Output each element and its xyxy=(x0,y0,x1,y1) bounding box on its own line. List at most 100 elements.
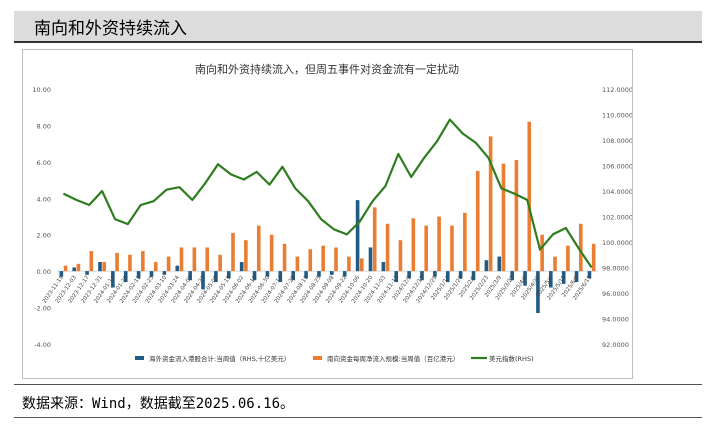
chart-svg: 南向和外资持续流入，但周五事件对资金流有一定扰动 10.00 8.00 6.00 4.… xyxy=(32,62,633,363)
bar xyxy=(566,245,570,272)
bar xyxy=(501,163,506,272)
bar xyxy=(72,267,77,272)
divider xyxy=(14,384,702,385)
bar xyxy=(252,271,257,281)
bar xyxy=(269,234,274,272)
y-tick-label-right: 102.0000 xyxy=(602,214,632,222)
y-tick-label-right: 110.0000 xyxy=(602,112,632,120)
bar xyxy=(394,271,399,283)
bar xyxy=(218,254,222,272)
legend-label: 南向资金每周净流入规模:当周值（百亿港元） xyxy=(327,354,459,363)
bar xyxy=(265,271,270,277)
bar xyxy=(549,271,553,288)
y-tick-label-left: 2.00 xyxy=(37,232,51,240)
bar xyxy=(433,271,437,277)
y-tick-label-left: 6.00 xyxy=(37,159,51,167)
page-title: 南向和外资持续流入 xyxy=(34,19,187,39)
bar xyxy=(330,271,334,275)
bar xyxy=(282,243,287,272)
bar xyxy=(239,262,244,272)
bar xyxy=(98,262,102,272)
y-tick-label-right: 96.0000 xyxy=(602,290,629,298)
bar xyxy=(192,247,197,272)
bar xyxy=(136,271,141,279)
bar xyxy=(76,263,81,272)
bar xyxy=(188,271,192,281)
bar xyxy=(561,271,566,284)
bar xyxy=(458,271,463,279)
bar xyxy=(372,207,377,272)
bar xyxy=(510,271,514,281)
bar xyxy=(102,262,106,272)
y-tick-label-right: 98.0000 xyxy=(602,265,629,273)
bar xyxy=(201,271,205,290)
y-tick-label-right: 112.0000 xyxy=(602,86,632,94)
y-tick-label-left: -2.00 xyxy=(34,305,51,313)
axis-layer: 10.00 8.00 6.00 4.00 2.00 0.00 -2.00 -4.00 112.0… xyxy=(32,86,633,349)
bar xyxy=(179,247,184,272)
bar xyxy=(214,271,218,283)
bar xyxy=(471,271,476,281)
bar xyxy=(226,271,231,279)
bar xyxy=(385,223,390,272)
bar xyxy=(424,225,429,272)
bar xyxy=(149,271,154,277)
line-layer xyxy=(62,118,593,269)
bar xyxy=(450,225,454,272)
bar xyxy=(488,136,493,272)
bar xyxy=(308,249,313,272)
divider xyxy=(14,417,702,418)
bar xyxy=(574,271,579,283)
bar xyxy=(89,251,94,272)
bar xyxy=(115,252,119,272)
bar xyxy=(111,271,115,288)
bar xyxy=(162,271,167,275)
header-bar: 南向和外资持续流入 xyxy=(14,11,702,43)
bar xyxy=(368,247,373,272)
y-tick-label-right: 100.0000 xyxy=(602,239,632,247)
bars-layer xyxy=(59,121,596,314)
legend-swatch xyxy=(313,356,322,360)
bar xyxy=(205,247,210,272)
bar xyxy=(59,271,64,277)
bar xyxy=(85,271,89,275)
y-tick-label-right: 92.0000 xyxy=(602,341,629,349)
bar xyxy=(591,243,596,272)
line-series xyxy=(62,118,593,269)
bar xyxy=(527,121,532,272)
chart-title: 南向和外资持续流入，但周五事件对资金流有一定扰动 xyxy=(195,62,459,76)
bar xyxy=(578,223,583,272)
bar xyxy=(141,251,145,272)
bar xyxy=(463,212,467,272)
legend-label: 海外资金流入港股合计:当周值（RHS,十亿美元） xyxy=(149,354,290,363)
bar xyxy=(540,234,544,272)
bar xyxy=(411,218,416,272)
chart-frame: 南向和外资持续流入，但周五事件对资金流有一定扰动 10.00 8.00 6.00 4.… xyxy=(22,49,633,379)
bar xyxy=(278,271,283,283)
bar xyxy=(514,160,519,272)
y-tick-label-right: 106.0000 xyxy=(602,163,632,171)
bar xyxy=(166,256,171,272)
bar xyxy=(355,200,360,272)
y-tick-label-left: 8.00 xyxy=(37,122,51,130)
y-tick-label-right: 104.0000 xyxy=(602,188,632,196)
bar xyxy=(437,216,441,272)
bar xyxy=(295,256,300,272)
bar xyxy=(523,271,527,286)
bar xyxy=(175,265,180,272)
y-tick-label-right: 108.0000 xyxy=(602,137,632,145)
y-tick-label-left: 4.00 xyxy=(37,195,51,203)
bar xyxy=(398,240,403,272)
legend-swatch xyxy=(135,356,144,360)
bar xyxy=(497,256,502,272)
bar xyxy=(420,271,424,281)
bar xyxy=(536,271,540,314)
bar xyxy=(334,247,338,272)
bar xyxy=(407,271,411,279)
bar xyxy=(304,271,308,279)
bar xyxy=(123,271,128,283)
bar xyxy=(256,225,261,272)
bar xyxy=(321,245,325,272)
bar xyxy=(244,240,248,272)
bar xyxy=(128,254,132,272)
